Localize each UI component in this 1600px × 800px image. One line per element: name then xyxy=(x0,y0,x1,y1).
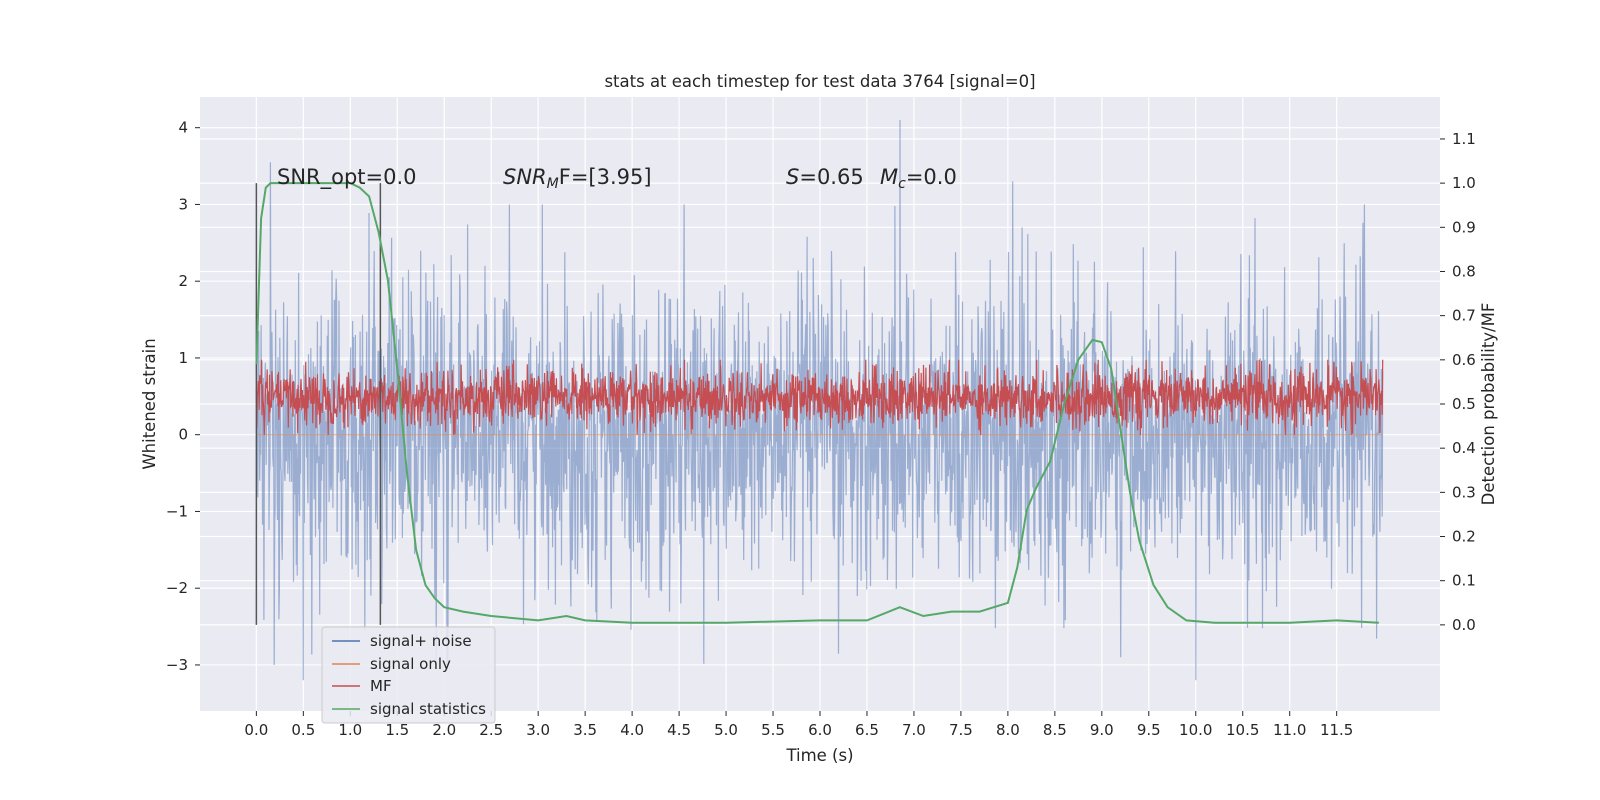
x-tick-label: 9.5 xyxy=(1137,721,1161,739)
right-y-tick-label: 0.8 xyxy=(1452,262,1476,280)
x-tick-label: 1.5 xyxy=(385,721,409,739)
left-y-tick-label: −3 xyxy=(166,656,188,674)
right-y-tick-label: 1.0 xyxy=(1452,174,1476,192)
left-y-axis-label: Whitened strain xyxy=(140,338,159,469)
x-tick-label: 11.5 xyxy=(1320,721,1353,739)
x-tick-label: 1.0 xyxy=(338,721,362,739)
s-label: S xyxy=(786,165,799,189)
right-y-tick-label: 0.0 xyxy=(1452,616,1476,634)
vlines xyxy=(255,183,382,625)
x-tick-label: 5.5 xyxy=(761,721,785,739)
x-tick-label: 4.0 xyxy=(620,721,644,739)
x-tick-label: 4.5 xyxy=(667,721,691,739)
left-y-tick-label: 2 xyxy=(178,272,188,290)
mc-label: M xyxy=(880,165,898,189)
x-axis-ticks: 0.0 0.5 1.0 1.5 2.0 2.5 3.0 3.5 4.0 4.5 5.0 5.5 6.0 6… xyxy=(244,711,1353,739)
left-y-tick-label: 4 xyxy=(178,119,188,137)
snr-mf-main: SNR xyxy=(503,165,547,189)
legend-box xyxy=(321,626,496,724)
x-axis-label: Time (s) xyxy=(785,746,853,765)
x-tick-label: 5.0 xyxy=(714,721,738,739)
right-y-tick-label: 0.1 xyxy=(1452,572,1476,590)
left-y-tick-label: −1 xyxy=(166,502,188,520)
s-annotation: S=0.65 xyxy=(786,165,864,189)
s-value: =0.65 xyxy=(799,165,863,189)
left-y-tick-label: −2 xyxy=(166,579,188,597)
right-y-tick-label: 0.5 xyxy=(1452,395,1476,413)
left-y-tick-label: 0 xyxy=(178,426,188,444)
snr-opt-annotation: SNR_opt=0.0 xyxy=(277,165,417,190)
right-y-tick-label: 0.2 xyxy=(1452,528,1476,546)
mc-annotation: Mc=0.0 xyxy=(880,165,957,192)
x-tick-label: 0.5 xyxy=(291,721,315,739)
legend-label-signal-noise: signal+ noise xyxy=(370,632,472,650)
legend-label-mf: MF xyxy=(370,677,392,695)
right-y-tick-label: 0.9 xyxy=(1452,218,1476,236)
x-tick-label: 8.5 xyxy=(1043,721,1067,739)
legend: signal+ noise signal only MF signal stat… xyxy=(321,626,496,724)
legend-label-signal-only: signal only xyxy=(370,655,451,673)
x-tick-label: 10.0 xyxy=(1179,721,1212,739)
chart-title: stats at each timestep for test data 376… xyxy=(604,72,1035,91)
mc-sub: c xyxy=(898,176,906,192)
x-tick-label: 6.5 xyxy=(855,721,879,739)
snr-mf-annotation: SNRMF=[3.95] xyxy=(503,165,652,192)
mf-series xyxy=(255,359,1384,435)
x-tick-label: 2.5 xyxy=(479,721,503,739)
x-tick-label: 3.5 xyxy=(573,721,597,739)
snr-mf-sub: M xyxy=(547,176,559,192)
x-tick-label: 7.5 xyxy=(949,721,973,739)
right-y-axis-ticks: 0.0 0.1 0.2 0.3 0.4 0.5 0.6 0.7 0.8 0.9 1.0 1.1 xyxy=(1440,130,1476,634)
x-tick-label: 6.0 xyxy=(808,721,832,739)
left-y-tick-label: 1 xyxy=(178,349,188,367)
right-y-tick-label: 0.3 xyxy=(1452,483,1476,501)
right-y-tick-label: 0.7 xyxy=(1452,307,1476,325)
x-tick-label: 3.0 xyxy=(526,721,550,739)
right-y-tick-label: 1.1 xyxy=(1452,130,1476,148)
mc-value: =0.0 xyxy=(906,165,957,189)
snr-mf-rest: F=[3.95] xyxy=(559,165,652,189)
x-tick-label: 2.0 xyxy=(432,721,456,739)
x-tick-label: 7.0 xyxy=(902,721,926,739)
legend-label-signal-statistics: signal statistics xyxy=(370,700,486,718)
right-y-tick-label: 0.4 xyxy=(1452,439,1476,457)
x-tick-label: 9.0 xyxy=(1090,721,1114,739)
x-tick-label: 10.5 xyxy=(1226,721,1259,739)
right-y-tick-label: 0.6 xyxy=(1452,351,1476,369)
x-tick-label: 8.0 xyxy=(996,721,1020,739)
x-tick-label: 0.0 xyxy=(244,721,268,739)
right-y-axis-label: Detection probability/MF xyxy=(1479,303,1498,506)
x-tick-label: 11.0 xyxy=(1273,721,1306,739)
left-y-tick-label: 3 xyxy=(178,195,188,213)
left-y-axis-ticks: −3 −2 −1 0 1 2 3 4 xyxy=(166,119,200,674)
signal-statistics-series xyxy=(255,182,1379,624)
